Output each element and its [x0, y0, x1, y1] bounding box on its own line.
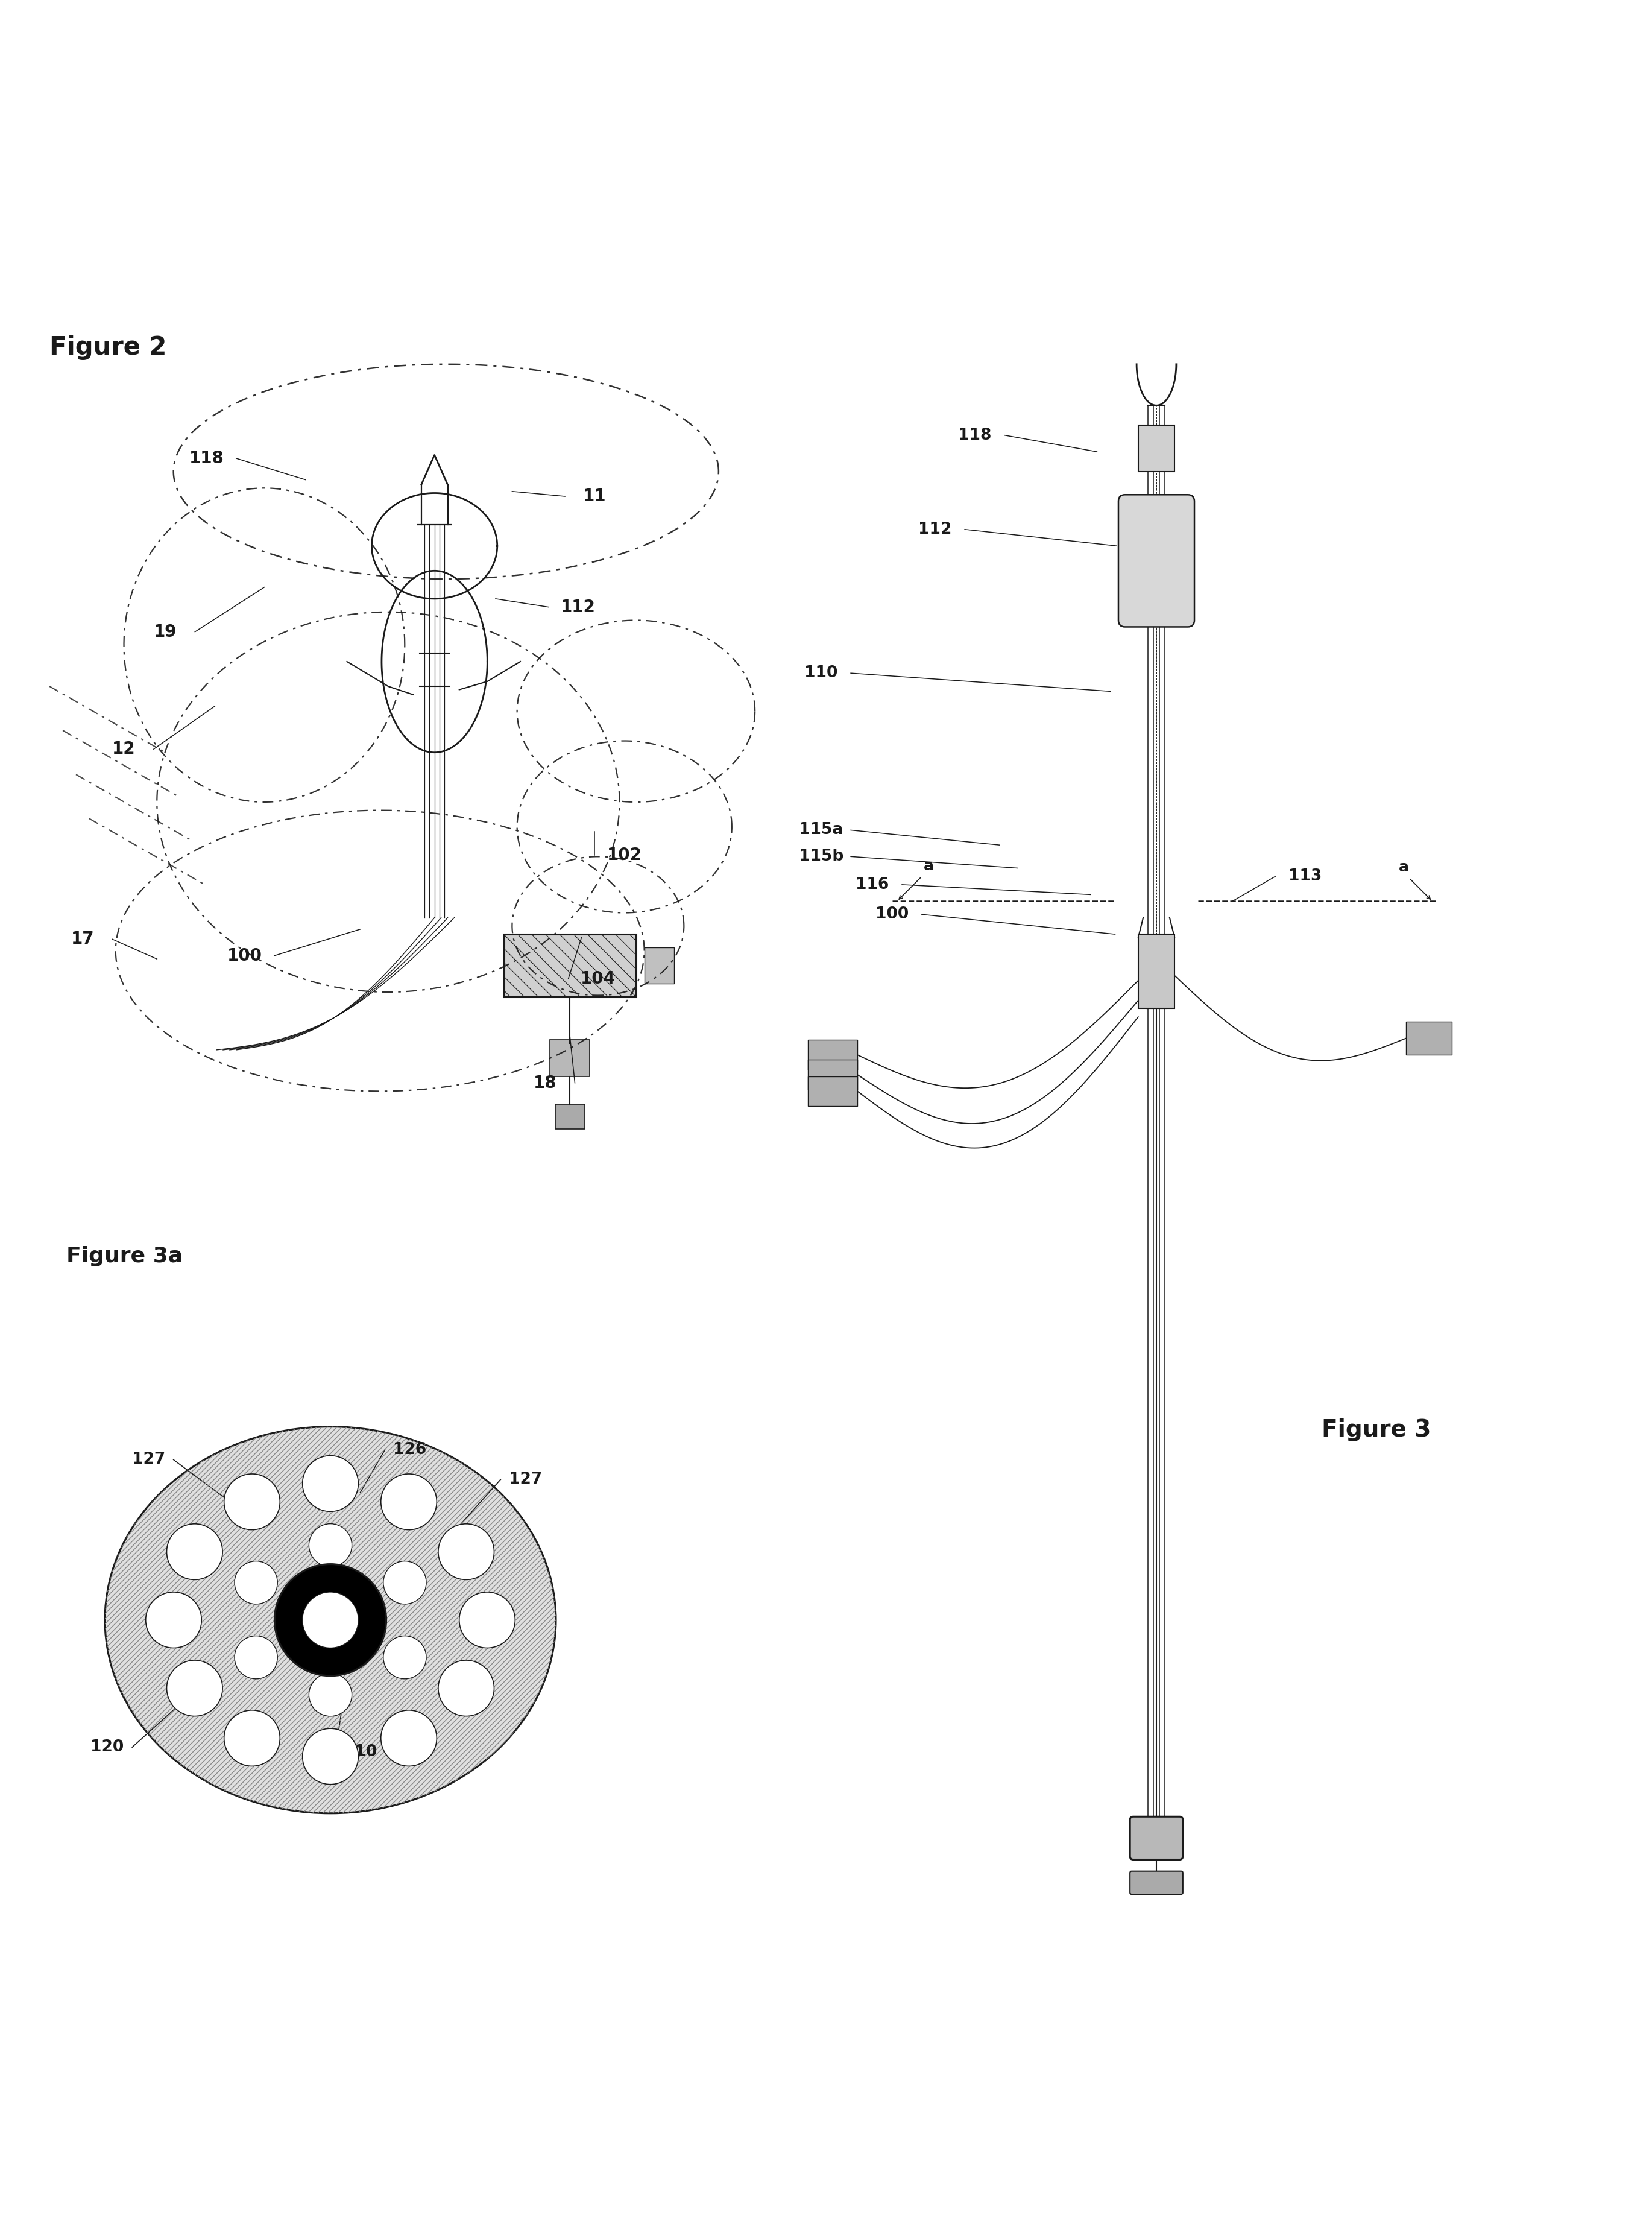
FancyBboxPatch shape	[504, 935, 636, 998]
Circle shape	[274, 1565, 387, 1676]
Text: 100: 100	[876, 906, 909, 922]
Circle shape	[302, 1591, 358, 1647]
Text: 112: 112	[560, 598, 596, 616]
Circle shape	[167, 1661, 223, 1716]
Circle shape	[225, 1473, 279, 1529]
Text: 110: 110	[344, 1745, 377, 1761]
Circle shape	[302, 1728, 358, 1783]
FancyBboxPatch shape	[555, 1105, 585, 1129]
Text: 19: 19	[154, 623, 177, 641]
Text: 118: 118	[188, 451, 225, 466]
Text: a: a	[923, 859, 933, 873]
Text: 120: 120	[91, 1739, 124, 1754]
Circle shape	[309, 1524, 352, 1567]
Text: 18: 18	[534, 1074, 557, 1091]
FancyBboxPatch shape	[808, 1076, 857, 1107]
Text: 12: 12	[112, 741, 135, 757]
Circle shape	[382, 1710, 436, 1766]
FancyBboxPatch shape	[1130, 1870, 1183, 1895]
Circle shape	[382, 1473, 436, 1529]
Circle shape	[309, 1674, 352, 1716]
Circle shape	[438, 1661, 494, 1716]
Circle shape	[235, 1636, 278, 1678]
Text: Figure 3: Figure 3	[1322, 1420, 1431, 1442]
Text: 11: 11	[583, 489, 606, 504]
Text: a: a	[1399, 859, 1409, 875]
Text: 115b: 115b	[798, 848, 844, 864]
Circle shape	[235, 1560, 278, 1605]
Ellipse shape	[104, 1426, 555, 1812]
Text: 112: 112	[919, 522, 952, 538]
FancyBboxPatch shape	[644, 946, 674, 984]
Text: 116: 116	[856, 877, 889, 893]
FancyBboxPatch shape	[1118, 496, 1194, 627]
Circle shape	[383, 1560, 426, 1605]
Text: 17: 17	[71, 931, 94, 949]
FancyBboxPatch shape	[808, 1040, 857, 1069]
Text: 104: 104	[580, 971, 616, 987]
Circle shape	[167, 1524, 223, 1580]
Text: 127: 127	[132, 1451, 165, 1469]
Text: 127: 127	[509, 1471, 542, 1487]
FancyBboxPatch shape	[808, 1060, 857, 1089]
FancyBboxPatch shape	[1406, 1022, 1452, 1056]
FancyBboxPatch shape	[550, 1040, 590, 1076]
Text: 115a: 115a	[800, 821, 843, 837]
FancyBboxPatch shape	[1138, 935, 1175, 1009]
Circle shape	[438, 1524, 494, 1580]
Text: Figure 2: Figure 2	[50, 335, 167, 359]
Text: 113: 113	[1289, 868, 1322, 884]
Circle shape	[302, 1455, 358, 1511]
Circle shape	[145, 1591, 202, 1647]
FancyBboxPatch shape	[1130, 1817, 1183, 1859]
Text: 102: 102	[606, 846, 643, 864]
Circle shape	[225, 1710, 279, 1766]
Text: 118: 118	[958, 426, 991, 442]
Circle shape	[383, 1636, 426, 1678]
FancyBboxPatch shape	[1138, 426, 1175, 471]
Text: 100: 100	[226, 946, 263, 964]
Text: 126: 126	[393, 1442, 426, 1457]
Circle shape	[459, 1591, 515, 1647]
Text: 110: 110	[805, 665, 838, 681]
Text: Figure 3a: Figure 3a	[66, 1245, 183, 1268]
